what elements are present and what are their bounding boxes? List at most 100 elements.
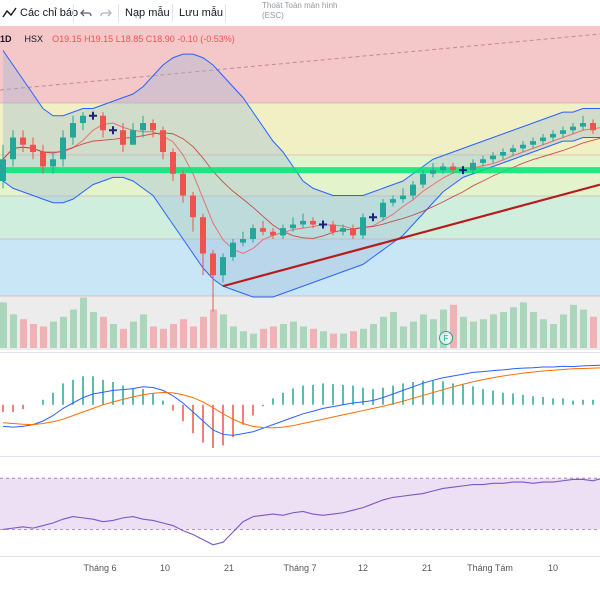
volume-bar: [260, 328, 267, 348]
volume-bar: [400, 326, 407, 348]
candle-body: [430, 170, 436, 174]
candle-body: [210, 253, 216, 276]
volume-bar: [230, 326, 237, 348]
macd-line: [2, 364, 600, 436]
volume-bar: [100, 316, 107, 348]
volume-bar: [150, 326, 157, 348]
candle-body: [310, 220, 316, 225]
candle-body: [420, 173, 426, 185]
toolbar-divider: [73, 4, 74, 22]
toolbar-divider: [172, 4, 173, 22]
volume-bar: [510, 307, 517, 348]
fib-zone: [0, 155, 600, 196]
volume-bar: [480, 319, 487, 348]
candle-body: [490, 155, 496, 160]
rsi-panel[interactable]: [0, 456, 600, 557]
macd-panel[interactable]: [0, 352, 600, 455]
candle-body: [400, 195, 406, 200]
time-axis[interactable]: [0, 556, 600, 601]
volume-bar: [570, 304, 577, 348]
volume-bar: [200, 316, 207, 348]
doji-cross-marker: [109, 126, 117, 135]
candle-body: [360, 217, 366, 236]
candle-body: [230, 242, 236, 258]
candle-body: [40, 152, 46, 167]
candle-body: [530, 141, 536, 145]
fib-zone: [0, 26, 600, 103]
candle-body: [170, 152, 176, 174]
redo-button[interactable]: [100, 0, 112, 26]
volume-bar: [60, 316, 67, 348]
save-template-button[interactable]: Lưu mẫu: [179, 7, 224, 19]
flag-marker[interactable]: F: [439, 331, 453, 345]
low-value: L18.85: [115, 34, 144, 44]
candle-body: [80, 115, 86, 123]
candle-body: [30, 144, 36, 152]
candle-body: [380, 202, 386, 218]
candle-body: [500, 152, 506, 156]
candle-body: [290, 224, 296, 229]
volume-bar: [330, 333, 337, 348]
candle-body: [10, 137, 16, 160]
high-value: H19.15: [84, 34, 114, 44]
volume-bar: [30, 324, 37, 348]
change-value: -0.10 (-0.53%): [177, 34, 235, 44]
rsi-chart: [0, 477, 600, 546]
open-value: O19.15: [52, 34, 82, 44]
toolbar-divider: [118, 4, 119, 22]
volume-bar: [360, 328, 367, 348]
volume-bar: [430, 319, 437, 348]
volume-bar: [20, 319, 27, 348]
candle-body: [260, 228, 266, 232]
candle-body: [510, 148, 516, 152]
volume-bar: [460, 316, 467, 348]
volume-bar: [410, 321, 417, 348]
fib-zone: [0, 239, 600, 296]
volume-bar: [420, 314, 427, 348]
volume-bar: [220, 314, 227, 348]
candle-body: [410, 184, 416, 196]
volume-bar: [470, 321, 477, 348]
redo-icon: [100, 9, 112, 17]
volume-bar: [300, 326, 307, 348]
volume-bar: [240, 331, 247, 348]
undo-icon: [80, 9, 92, 17]
volume-bar: [160, 328, 167, 348]
candle-body: [350, 228, 356, 236]
volume-bar: [190, 326, 197, 348]
price-panel[interactable]: [0, 26, 600, 350]
candle-body: [480, 159, 486, 163]
volume-bar: [110, 324, 117, 348]
interval-label[interactable]: 1D: [0, 34, 12, 44]
volume-bar: [340, 333, 347, 348]
candle-body: [440, 166, 446, 171]
indicators-button[interactable]: Các chỉ báo: [2, 0, 78, 26]
candle-body: [270, 231, 276, 236]
candle-body: [280, 228, 286, 236]
x-tick-label: 10: [159, 563, 171, 573]
volume-bar: [90, 312, 97, 348]
volume-bar: [170, 324, 177, 348]
volume-bar: [530, 312, 537, 348]
candle-body: [70, 123, 76, 138]
volume-bar: [70, 309, 77, 348]
doji-cross-marker: [369, 213, 377, 222]
candle-body: [140, 123, 146, 131]
volume-bar: [390, 312, 397, 348]
undo-button[interactable]: [80, 0, 92, 26]
volume-bar: [560, 314, 567, 348]
candle-body: [180, 173, 186, 196]
candle-body: [330, 224, 336, 232]
volume-bar: [0, 302, 7, 348]
candle-body: [240, 239, 246, 243]
candle-body: [130, 130, 136, 145]
volume-bar: [540, 319, 547, 348]
signal-line: [2, 367, 600, 429]
exit-fullscreen-hint[interactable]: Thoát Toàn màn hình (ESC): [262, 1, 337, 21]
load-template-button[interactable]: Nạp mẫu: [125, 7, 170, 19]
candle-body: [550, 133, 556, 138]
doji-cross-marker: [89, 111, 97, 120]
candle-body: [160, 130, 166, 152]
ohlc-legend: 1D HSX O19.15 H19.15 L18.85 C18.90 -0.10…: [0, 34, 235, 44]
volume-bar: [290, 321, 297, 348]
